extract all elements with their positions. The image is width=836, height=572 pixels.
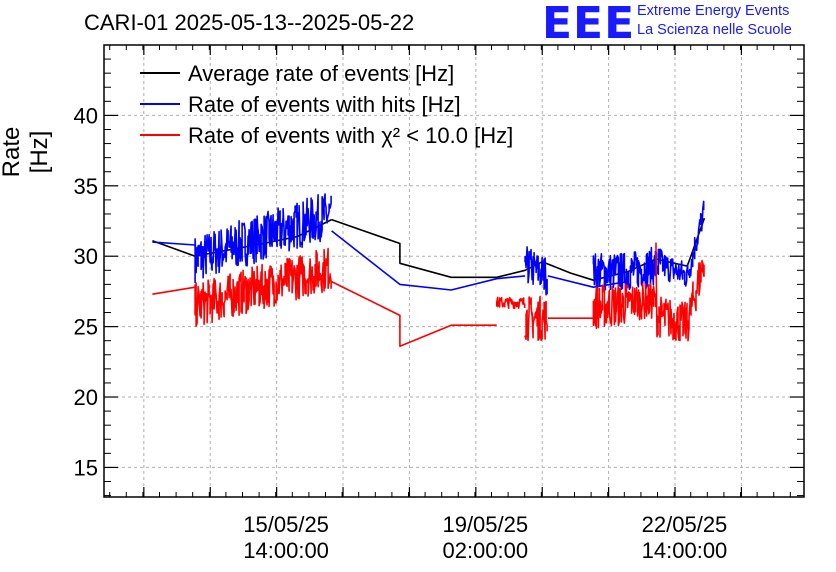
series-line-2	[331, 280, 497, 348]
series-line-1	[194, 193, 332, 283]
legend-entry-2: Rate of events with χ² < 10.0 [Hz]	[188, 123, 513, 148]
y-tick-label: 20	[74, 385, 98, 410]
series-line-2	[524, 295, 548, 342]
x-tick-label-date: 15/05/25	[243, 512, 329, 537]
x-tick-label-time: 02:00:00	[442, 538, 528, 563]
series-line-2	[152, 286, 196, 295]
y-tick-label: 15	[74, 455, 98, 480]
legend: Average rate of events [Hz] Rate of event…	[140, 61, 513, 148]
x-tick-label-date: 22/05/25	[642, 512, 728, 537]
series-2	[152, 242, 705, 348]
axis-ticks: 15202530354015/05/2514:00:0019/05/2502:0…	[74, 45, 804, 563]
y-axis-label: Rate [Hz]	[0, 126, 53, 178]
y-tick-label: 35	[74, 174, 98, 199]
series-line-1	[152, 241, 196, 246]
series-line-1	[547, 275, 628, 288]
logo-line-1: Extreme Energy Events	[637, 3, 790, 19]
y-tick-label: 30	[74, 244, 98, 269]
legend-entry-0: Average rate of events [Hz]	[188, 61, 454, 86]
series-line-2	[626, 282, 657, 321]
eee-logo: EEE	[542, 0, 636, 49]
x-tick-label-time: 14:00:00	[642, 538, 728, 563]
series-line-1	[524, 246, 548, 296]
x-tick-label-time: 14:00:00	[243, 538, 329, 563]
series-line-2	[495, 296, 526, 310]
series-line-1	[331, 230, 526, 291]
x-tick-label-date: 19/05/25	[442, 512, 528, 537]
series-layer	[152, 193, 706, 348]
logo-line-2: La Scienza nelle Scuole	[637, 22, 792, 38]
chart-title: CARI-01 2025-05-13--2025-05-22	[84, 10, 415, 35]
plot-frame	[103, 44, 805, 498]
y-tick-label: 40	[74, 103, 98, 128]
series-line-1	[660, 200, 705, 287]
series-line-2	[592, 283, 629, 330]
eee-logo-subtitle: Extreme Energy Events La Scienza nelle S…	[637, 2, 792, 40]
legend-entry-1: Rate of events with hits [Hz]	[188, 92, 461, 117]
series-1	[152, 193, 705, 296]
series-line-2	[655, 242, 705, 342]
y-tick-label: 25	[74, 315, 98, 340]
series-line-2	[194, 247, 332, 327]
series-line-1	[592, 246, 663, 292]
